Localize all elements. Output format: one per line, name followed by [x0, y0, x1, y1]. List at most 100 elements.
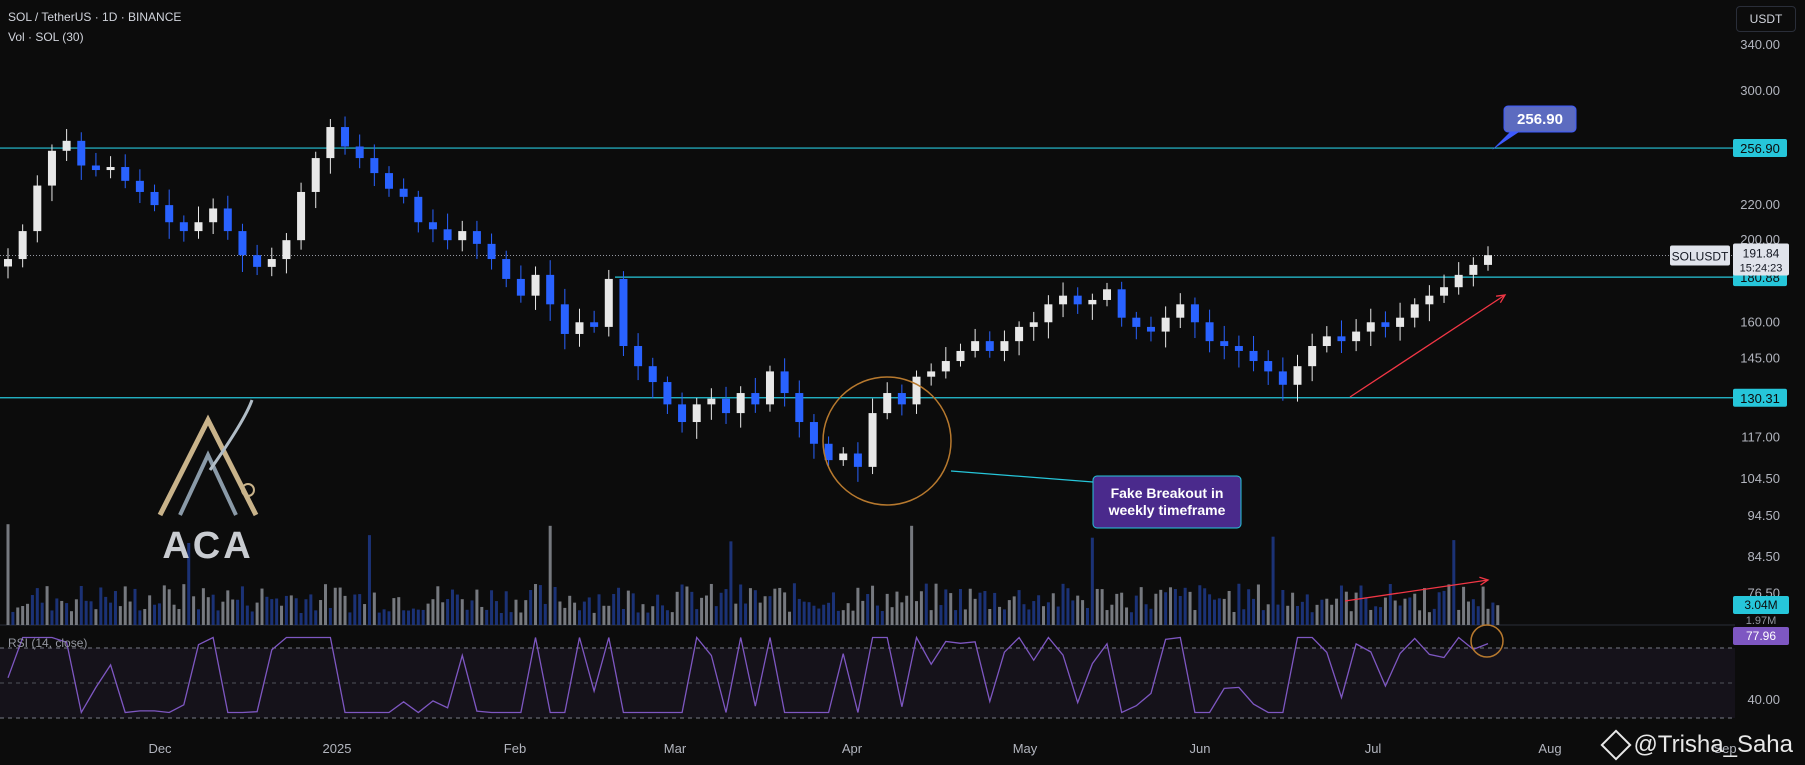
volume-bar — [988, 608, 992, 625]
candle-body — [809, 422, 818, 444]
volume-bar — [924, 583, 928, 625]
candle-body — [722, 398, 731, 414]
time-tick: Apr — [842, 741, 863, 756]
volume-bar — [1183, 587, 1187, 625]
volume-bar — [1359, 585, 1363, 625]
volume-bar — [573, 602, 577, 625]
candle-body — [223, 208, 232, 232]
currency-button[interactable]: USDT — [1736, 6, 1796, 32]
candle-body — [1440, 287, 1449, 296]
price-tick: 145.00 — [1740, 350, 1780, 365]
volume-bar — [1310, 612, 1314, 625]
price-tick: 200.00 — [1740, 232, 1780, 247]
level-tag — [1733, 139, 1787, 158]
volume-bar — [275, 598, 279, 625]
candle-body — [736, 393, 745, 414]
volume-bar — [871, 585, 875, 625]
candle-body — [1176, 304, 1185, 318]
volume-average: 1.97M — [1746, 615, 1777, 627]
volume-bar — [504, 591, 508, 625]
candle-body — [1146, 326, 1155, 332]
volume-bar — [915, 601, 919, 625]
volume-bar — [240, 586, 244, 625]
candle-body — [1117, 289, 1126, 318]
volume-bar — [485, 609, 489, 625]
volume-bar — [358, 594, 362, 625]
volume-bar — [968, 588, 972, 625]
candle-body — [1190, 304, 1199, 323]
candle-body — [414, 196, 423, 223]
candle-body — [707, 398, 716, 405]
volume-bar — [831, 592, 835, 625]
volume-bar — [411, 608, 415, 625]
logo-mark — [178, 450, 238, 516]
volume-bar — [729, 541, 733, 625]
volume-trend-arrow — [1344, 579, 1489, 602]
candle-body — [1278, 371, 1287, 385]
volume-bar — [1188, 591, 1192, 625]
volume-bar — [74, 599, 78, 625]
volume-bar — [543, 603, 547, 625]
volume-bar — [1032, 601, 1036, 625]
volume-tag — [1733, 596, 1789, 614]
volume-bar — [431, 599, 435, 625]
volume-bar — [416, 609, 420, 625]
volume-bar — [807, 602, 811, 625]
candle-body — [1059, 295, 1068, 305]
volume-bar — [866, 594, 870, 625]
candle-body — [883, 393, 892, 414]
volume-bar — [94, 609, 98, 625]
volume-bar — [1271, 536, 1275, 625]
volume-bar — [60, 600, 64, 625]
volume-bar — [162, 585, 166, 625]
volume-bar — [983, 591, 987, 625]
volume-bar — [309, 594, 313, 625]
volume-bar — [143, 608, 147, 625]
rsi-line — [7, 635, 1489, 715]
candle-body — [780, 371, 789, 394]
volume-bar — [397, 597, 401, 625]
candle-body — [824, 443, 833, 461]
volume-bar — [690, 591, 694, 625]
volume-bar — [1398, 605, 1402, 625]
price-tick: 94.50 — [1747, 508, 1780, 523]
volume-bar — [768, 596, 772, 625]
volume-bar — [367, 535, 371, 625]
candle-body — [179, 222, 188, 232]
volume-bar — [1276, 604, 1280, 625]
symbol-tag — [1670, 245, 1730, 266]
volume-bar — [45, 586, 49, 625]
volume-bar — [548, 525, 552, 625]
volume-bar — [1476, 606, 1480, 625]
candle-body — [1352, 331, 1361, 342]
candle-body — [1396, 317, 1405, 327]
volume-bar — [1237, 583, 1241, 625]
candle-body — [1205, 322, 1214, 342]
candle-body — [297, 191, 306, 241]
candle-body — [502, 259, 511, 279]
volume-bar — [50, 610, 54, 625]
aca-logo — [157, 399, 259, 517]
time-tick: Jul — [1365, 741, 1382, 756]
volume-bar — [744, 603, 748, 625]
volume-bar — [1061, 583, 1065, 625]
target-bubble-label: 256.90 — [1517, 111, 1563, 128]
volume-bar — [875, 605, 879, 625]
volume-bar — [509, 612, 513, 625]
volume-bar — [929, 610, 933, 625]
annotation-line-1: Fake Breakout in — [1111, 485, 1224, 501]
candle-body — [1410, 304, 1419, 318]
volume-bar — [631, 593, 635, 625]
volume-bar — [1203, 588, 1207, 625]
volume-bar — [783, 592, 787, 625]
volume-bar — [665, 610, 669, 625]
volume-bar — [1051, 593, 1055, 625]
volume-bar — [817, 608, 821, 625]
volume-bar — [1105, 610, 1109, 625]
volume-bar — [778, 587, 782, 625]
candle-body — [150, 191, 159, 206]
volume-bar — [963, 609, 967, 625]
volume-bar — [646, 612, 650, 625]
price-trend-arrow-head — [1495, 294, 1507, 304]
